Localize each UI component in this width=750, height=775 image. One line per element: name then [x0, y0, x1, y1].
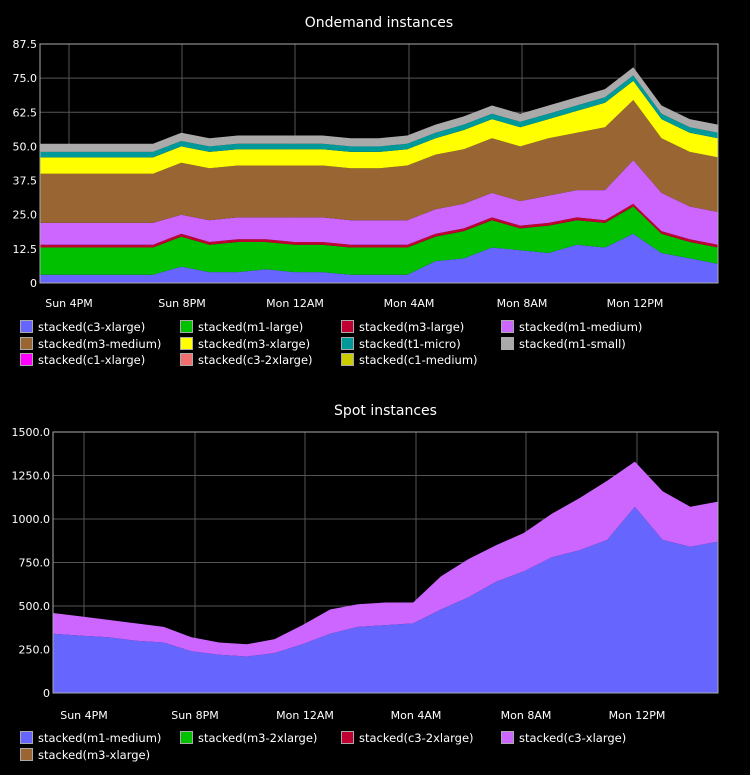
legend-label: stacked(m1-medium) — [38, 731, 162, 745]
legend-item: stacked(c1-medium) — [341, 353, 478, 368]
legend-label: stacked(m3-medium) — [38, 336, 162, 351]
legend-item: stacked(m3-medium) — [20, 336, 162, 352]
legend-label: stacked(m1-large) — [198, 320, 304, 334]
legend-swatch — [341, 353, 354, 366]
area-stacked-c3-xlarge- — [53, 461, 718, 657]
legend-swatch — [180, 336, 193, 350]
legend-item: stacked(m3-xlarge) — [180, 336, 311, 352]
x-tick-label: Sun 4PM — [60, 709, 108, 719]
area-stacked-c3-xlarge- — [40, 233, 718, 283]
legend-item: stacked(t1-micro) — [341, 336, 461, 352]
legend-item: stacked(c3-xlarge) — [501, 731, 626, 746]
legend-label: stacked(c3-2xlarge) — [198, 353, 313, 367]
spot-chart: Spot instances 0 250.0 500.0 750.0 1000.0 1250… — [12, 403, 719, 722]
area-stacked-m1-medium- — [40, 160, 718, 245]
y-tick-label: 25.0 — [13, 209, 38, 222]
legend-item: stacked(m1-small) — [501, 336, 626, 352]
legend-label: stacked(c1-medium) — [359, 353, 478, 367]
legend-item: stacked(c3-2xlarge) — [180, 353, 313, 368]
x-tick-label: Mon 12PM — [609, 709, 666, 719]
legend-item: stacked(m1-medium) — [501, 320, 642, 335]
legend-label: stacked(c1-xlarge) — [38, 353, 146, 367]
legend-item: stacked(m3-large) — [341, 320, 464, 335]
x-tick-label: Mon 12AM — [276, 709, 334, 719]
legend-swatch — [180, 353, 193, 366]
area-stacked-m3-xlarge- — [40, 80, 718, 174]
legend-label: stacked(c3-xlarge) — [519, 731, 627, 745]
legend-label: stacked(m1-medium) — [519, 320, 643, 334]
y-tick-label: 12.5 — [13, 243, 38, 256]
y-tick-label: 87.5 — [13, 38, 38, 51]
legend-label: stacked(m3-large) — [359, 320, 465, 334]
x-tick-label: Sun 8PM — [158, 297, 206, 310]
chart-title: Spot instances — [334, 403, 437, 419]
legend-swatch — [20, 336, 33, 350]
chart-title: Ondemand instances — [305, 15, 453, 31]
y-tick-label: 37.5 — [13, 175, 38, 188]
x-tick-label: Mon 8AM — [501, 709, 552, 719]
legend-label: stacked(c3-2xlarge) — [359, 731, 474, 745]
legend-swatch — [341, 731, 354, 744]
legend-swatch — [341, 320, 354, 333]
legend-label: stacked(m3-2xlarge) — [198, 731, 318, 745]
legend-label: stacked(t1-micro) — [359, 336, 461, 351]
legend-swatch — [341, 336, 354, 350]
y-tick-label: 750.0 — [19, 557, 51, 570]
x-tick-label: Mon 8AM — [497, 297, 548, 310]
y-tick-label: 1250.0 — [12, 470, 51, 483]
spot-chart-panel: Spot instances 0 250.0 500.0 750.0 1000.0 1250… — [0, 392, 750, 775]
legend-swatch — [180, 320, 193, 333]
legend-swatch — [501, 336, 514, 350]
ondemand-chart-panel: Ondemand instances 0 12.5 25.0 37.5 50.0 62.5 7… — [0, 0, 750, 385]
y-tick-label: 0 — [43, 687, 50, 700]
legend-item: stacked(c1-xlarge) — [20, 353, 145, 368]
x-tick-label: Sun 4PM — [45, 297, 93, 310]
area-stacked-m1-medium- — [53, 506, 718, 693]
y-tick-label: 50.0 — [13, 140, 38, 153]
area-stacked-m3-medium- — [40, 100, 718, 223]
legend-swatch — [20, 353, 33, 366]
x-tick-label: Sun 8PM — [171, 709, 219, 719]
legend-item: stacked(m3-2xlarge) — [180, 731, 317, 746]
legend-item: stacked(m3-xlarge) — [20, 747, 151, 763]
x-tick-label: Mon 12PM — [607, 297, 664, 310]
legend-swatch — [501, 320, 514, 333]
legend-swatch — [501, 731, 514, 744]
legend-item: stacked(c3-xlarge) — [20, 320, 145, 335]
legend-item: stacked(c3-2xlarge) — [341, 731, 474, 746]
ondemand-chart: Ondemand instances 0 12.5 25.0 37.5 50.0 62.5 7… — [13, 15, 719, 310]
legend-label: stacked(c3-xlarge) — [38, 320, 146, 334]
x-tick-label: Mon 12AM — [266, 297, 324, 310]
x-tick-label: Mon 4AM — [391, 709, 442, 719]
legend-label: stacked(m3-xlarge) — [38, 747, 151, 762]
y-tick-label: 0 — [30, 277, 37, 290]
legend-swatch — [180, 731, 193, 744]
y-tick-label: 1500.0 — [12, 426, 51, 439]
legend-swatch — [20, 320, 33, 333]
y-tick-label: 75.0 — [13, 72, 38, 85]
y-tick-label: 250.0 — [19, 644, 51, 657]
legend-label: stacked(m3-xlarge) — [198, 336, 311, 351]
y-tick-label: 62.5 — [13, 106, 38, 119]
legend-swatch — [20, 747, 33, 761]
legend-label: stacked(m1-small) — [519, 336, 626, 351]
legend-item: stacked(m1-medium) — [20, 731, 161, 746]
plot-frame — [39, 43, 719, 284]
area-stacked-m1-large- — [40, 206, 718, 275]
y-tick-label: 500.0 — [19, 600, 51, 613]
plot-frame — [52, 431, 719, 694]
x-tick-label: Mon 4AM — [384, 297, 435, 310]
legend-swatch — [20, 731, 33, 744]
y-tick-label: 1000.0 — [12, 513, 51, 526]
legend-item: stacked(m1-large) — [180, 320, 303, 335]
